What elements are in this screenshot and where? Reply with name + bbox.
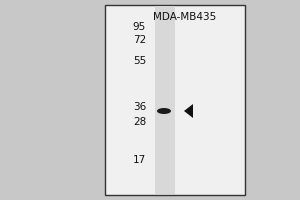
Text: 95: 95 xyxy=(133,22,146,32)
Text: MDA-MB435: MDA-MB435 xyxy=(153,12,217,22)
Bar xyxy=(155,6,175,194)
Text: 72: 72 xyxy=(133,35,146,45)
Text: 55: 55 xyxy=(133,56,146,66)
Text: 17: 17 xyxy=(133,155,146,165)
Text: 28: 28 xyxy=(133,117,146,127)
Ellipse shape xyxy=(157,108,171,114)
Polygon shape xyxy=(184,104,193,118)
Bar xyxy=(105,5,245,195)
Text: 36: 36 xyxy=(133,102,146,112)
